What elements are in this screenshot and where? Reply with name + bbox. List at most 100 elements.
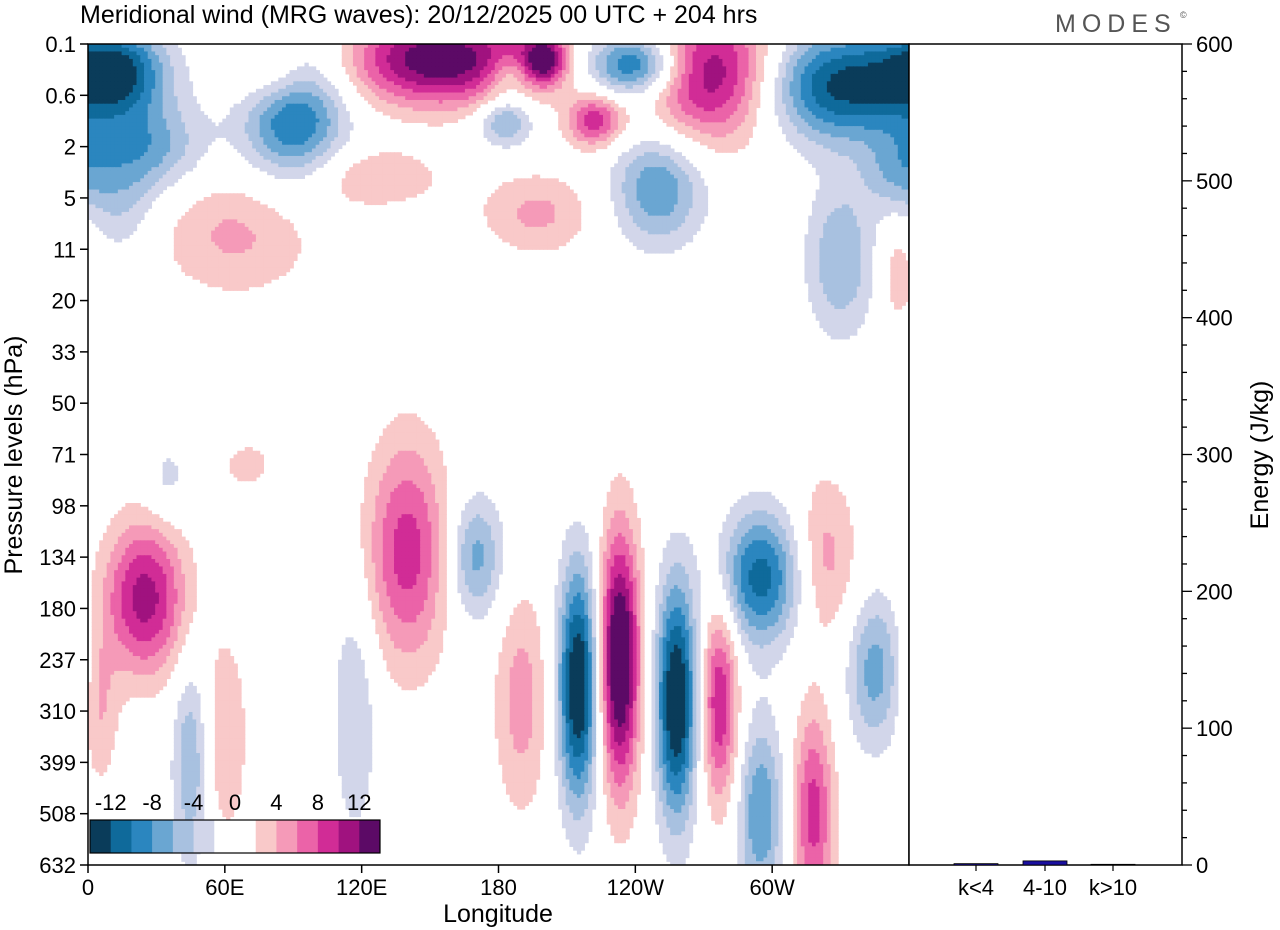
contour-cell	[599, 111, 604, 116]
contour-cell	[99, 58, 104, 64]
contour-cell	[282, 114, 287, 120]
contour-cell	[759, 58, 765, 64]
contour-cell	[308, 103, 313, 109]
contour-cell	[479, 44, 485, 49]
contour-cell	[483, 126, 488, 131]
contour-cell	[584, 144, 589, 150]
contour-cell	[748, 118, 753, 123]
contour-cell	[282, 129, 287, 135]
contour-cell	[707, 118, 712, 123]
contour-cell	[162, 129, 167, 135]
contour-cell	[472, 58, 477, 64]
contour-cell	[584, 141, 589, 146]
contour-cell	[800, 118, 806, 123]
contour-cell	[136, 99, 141, 105]
contour-cell	[707, 73, 712, 79]
contour-cell	[88, 155, 93, 161]
contour-cell	[263, 155, 268, 161]
contour-cell	[711, 96, 716, 101]
contour-cell	[386, 73, 391, 79]
contour-cell	[468, 62, 473, 67]
contour-cell	[304, 99, 309, 105]
contour-cell	[341, 133, 347, 138]
contour-cell	[442, 99, 447, 105]
contour-cell	[278, 129, 283, 135]
contour-cell	[394, 114, 399, 120]
contour-cell	[565, 47, 570, 53]
contour-cell	[461, 114, 466, 120]
contour-cell	[106, 88, 111, 94]
contour-cell	[826, 122, 832, 127]
contour-cell	[700, 141, 705, 146]
contour-cell	[289, 122, 294, 127]
contour-cell	[610, 133, 615, 138]
contour-cell	[199, 141, 205, 146]
contour-cell	[192, 141, 197, 146]
contour-cell	[629, 47, 634, 53]
contour-cell	[88, 96, 93, 101]
contour-cell	[352, 70, 358, 75]
contour-cell	[834, 133, 839, 138]
contour-cell	[849, 81, 854, 86]
contour-cell	[121, 148, 126, 153]
contour-cell	[797, 70, 802, 75]
contour-cell	[856, 51, 862, 56]
contour-cell	[520, 55, 526, 60]
contour-cell	[569, 133, 574, 138]
contour-cell	[830, 92, 835, 97]
contour-cell	[330, 126, 335, 131]
contour-cell	[423, 47, 429, 53]
contour-cell	[625, 55, 630, 60]
contour-cell	[808, 99, 813, 105]
contour-cell	[752, 88, 757, 94]
contour-cell	[132, 129, 138, 135]
contour-cell	[632, 62, 638, 67]
contour-cell	[491, 129, 496, 135]
contour-cell	[838, 58, 843, 64]
contour-cell	[289, 133, 294, 138]
contour-cell	[300, 111, 306, 116]
contour-cell	[270, 152, 276, 157]
contour-cell	[334, 118, 339, 123]
contour-cell	[700, 51, 705, 56]
contour-cell	[367, 77, 373, 82]
contour-cell	[158, 152, 164, 157]
contour-cell	[520, 137, 526, 142]
contour-cell	[565, 81, 570, 86]
contour-cell	[815, 81, 821, 86]
contour-cell	[364, 92, 369, 97]
contour-cell	[860, 103, 865, 109]
contour-cell	[819, 148, 824, 153]
contour-cell	[110, 129, 115, 135]
contour-cell	[658, 92, 664, 97]
contour-cell	[446, 118, 451, 123]
contour-cell	[614, 70, 619, 75]
contour-cell	[88, 81, 93, 86]
contour-cell	[151, 51, 156, 56]
contour-cell	[718, 51, 724, 56]
contour-cell	[867, 66, 873, 71]
contour-cell	[461, 55, 466, 60]
contour-cell	[785, 47, 791, 53]
contour-cell	[188, 114, 194, 120]
contour-cell	[841, 58, 847, 64]
contour-cell	[293, 144, 298, 150]
contour-cell	[498, 55, 503, 60]
contour-cell	[838, 126, 843, 131]
contour-cell	[554, 92, 559, 97]
contour-cell	[502, 44, 507, 49]
contour-cell	[845, 81, 850, 86]
contour-cell	[636, 62, 641, 67]
contour-cell	[632, 73, 638, 79]
contour-cell	[867, 129, 873, 135]
contour-cell	[707, 144, 712, 150]
contour-cell	[367, 81, 373, 86]
contour-cell	[879, 148, 884, 153]
contour-cell	[282, 144, 287, 150]
contour-cell	[158, 126, 164, 131]
contour-cell	[819, 81, 824, 86]
contour-cell	[573, 126, 578, 131]
contour-cell	[524, 92, 529, 97]
contour-cell	[692, 92, 697, 97]
contour-cell	[558, 44, 563, 49]
